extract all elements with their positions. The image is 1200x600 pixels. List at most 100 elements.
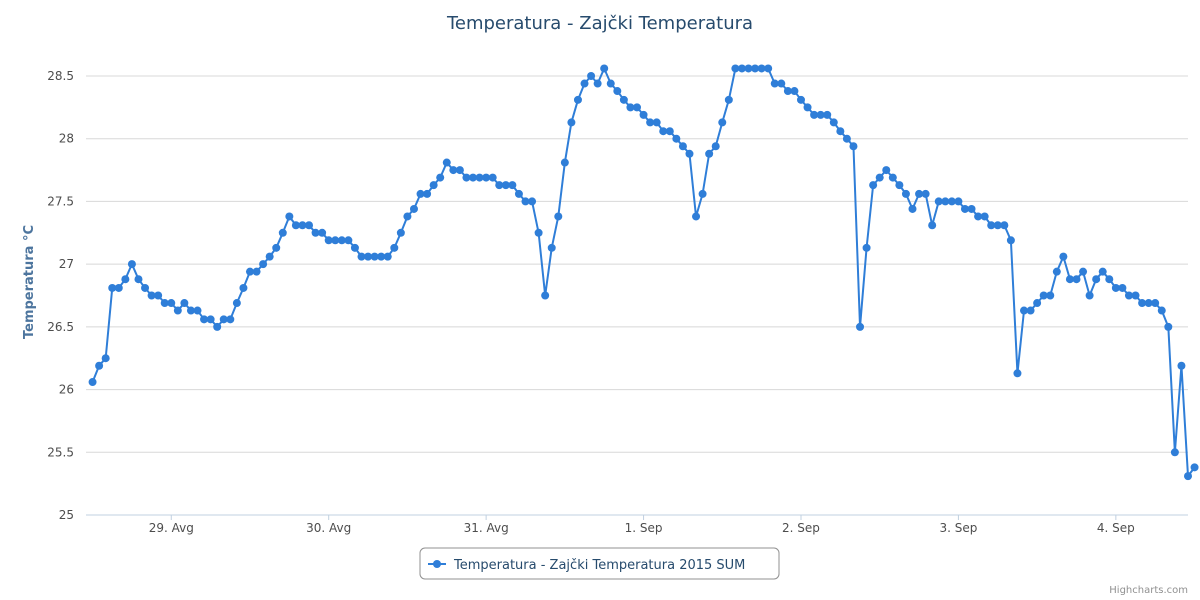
data-point[interactable] <box>331 236 340 245</box>
data-point[interactable] <box>665 127 674 136</box>
data-point[interactable] <box>501 181 510 190</box>
data-point[interactable] <box>829 118 838 127</box>
data-point[interactable] <box>383 252 392 261</box>
data-point[interactable] <box>777 79 786 88</box>
data-point[interactable] <box>337 236 346 245</box>
data-point[interactable] <box>1052 267 1061 276</box>
data-point[interactable] <box>888 173 897 182</box>
data-point[interactable] <box>810 110 819 119</box>
data-point[interactable] <box>882 166 891 175</box>
data-point[interactable] <box>1046 291 1055 300</box>
data-point[interactable] <box>1000 221 1009 230</box>
data-point[interactable] <box>593 79 602 88</box>
data-point[interactable] <box>436 173 445 182</box>
data-point[interactable] <box>180 299 189 308</box>
data-point[interactable] <box>1144 299 1153 308</box>
data-point[interactable] <box>672 134 681 143</box>
data-point[interactable] <box>980 212 989 221</box>
data-point[interactable] <box>350 243 359 252</box>
data-point[interactable] <box>193 306 202 315</box>
data-point[interactable] <box>960 204 969 213</box>
data-point[interactable] <box>751 64 760 73</box>
data-point[interactable] <box>134 275 143 284</box>
data-point[interactable] <box>869 181 878 190</box>
data-point[interactable] <box>114 283 123 292</box>
data-point[interactable] <box>580 79 589 88</box>
data-point[interactable] <box>423 189 432 198</box>
data-point[interactable] <box>1092 275 1101 284</box>
data-point[interactable] <box>357 252 366 261</box>
data-point[interactable] <box>1131 291 1140 300</box>
data-point[interactable] <box>390 243 399 252</box>
data-point[interactable] <box>416 189 425 198</box>
data-point[interactable] <box>901 189 910 198</box>
data-point[interactable] <box>685 149 694 158</box>
data-point[interactable] <box>1118 283 1127 292</box>
data-point[interactable] <box>974 212 983 221</box>
data-point[interactable] <box>469 173 478 182</box>
data-point[interactable] <box>711 142 720 151</box>
data-point[interactable] <box>731 64 740 73</box>
data-point[interactable] <box>600 64 609 73</box>
data-point[interactable] <box>160 299 169 308</box>
data-point[interactable] <box>1105 275 1114 284</box>
data-point[interactable] <box>606 79 615 88</box>
data-point[interactable] <box>921 189 930 198</box>
data-point[interactable] <box>200 315 209 324</box>
data-point[interactable] <box>941 197 950 206</box>
data-point[interactable] <box>692 212 701 221</box>
data-point[interactable] <box>121 275 130 284</box>
data-point[interactable] <box>842 134 851 143</box>
legend[interactable]: Temperatura - Zajčki Temperatura 2015 SU… <box>419 547 780 580</box>
data-point[interactable] <box>875 173 884 182</box>
data-point[interactable] <box>127 260 136 269</box>
data-point[interactable] <box>705 149 714 158</box>
data-point[interactable] <box>1085 291 1094 300</box>
data-point[interactable] <box>993 221 1002 230</box>
data-point[interactable] <box>495 181 504 190</box>
data-point[interactable] <box>652 118 661 127</box>
data-point[interactable] <box>619 95 628 104</box>
data-point[interactable] <box>770 79 779 88</box>
data-point[interactable] <box>796 95 805 104</box>
data-point[interactable] <box>88 378 97 387</box>
data-point[interactable] <box>429 181 438 190</box>
data-point[interactable] <box>370 252 379 261</box>
data-point[interactable] <box>285 212 294 221</box>
data-point[interactable] <box>587 72 596 80</box>
data-point[interactable] <box>213 322 222 331</box>
data-point[interactable] <box>147 291 156 300</box>
data-point[interactable] <box>396 228 405 237</box>
credits-link[interactable]: Highcharts.com <box>1109 585 1188 596</box>
data-point[interactable] <box>508 181 517 190</box>
data-point[interactable] <box>449 166 458 175</box>
data-point[interactable] <box>455 166 464 175</box>
data-point[interactable] <box>1164 322 1173 331</box>
data-point[interactable] <box>167 299 176 308</box>
data-point[interactable] <box>1190 463 1199 472</box>
data-point[interactable] <box>101 354 110 363</box>
data-point[interactable] <box>298 221 307 230</box>
data-point[interactable] <box>744 64 753 73</box>
data-point[interactable] <box>1033 299 1042 308</box>
data-point[interactable] <box>318 228 327 237</box>
data-point[interactable] <box>252 267 261 276</box>
data-point[interactable] <box>1006 236 1015 245</box>
data-point[interactable] <box>534 228 543 237</box>
data-point[interactable] <box>724 95 733 104</box>
data-point[interactable] <box>1177 361 1186 370</box>
data-point[interactable] <box>1079 267 1088 276</box>
data-point[interactable] <box>245 267 254 276</box>
data-point[interactable] <box>226 315 235 324</box>
data-point[interactable] <box>856 322 865 331</box>
data-point[interactable] <box>560 158 569 167</box>
data-point[interactable] <box>1157 306 1166 315</box>
data-point[interactable] <box>141 283 150 292</box>
data-point[interactable] <box>895 181 904 190</box>
data-point[interactable] <box>954 197 963 206</box>
data-point[interactable] <box>567 118 576 127</box>
data-point[interactable] <box>803 103 812 112</box>
data-point[interactable] <box>659 127 668 136</box>
data-point[interactable] <box>613 87 622 96</box>
data-point[interactable] <box>987 221 996 230</box>
